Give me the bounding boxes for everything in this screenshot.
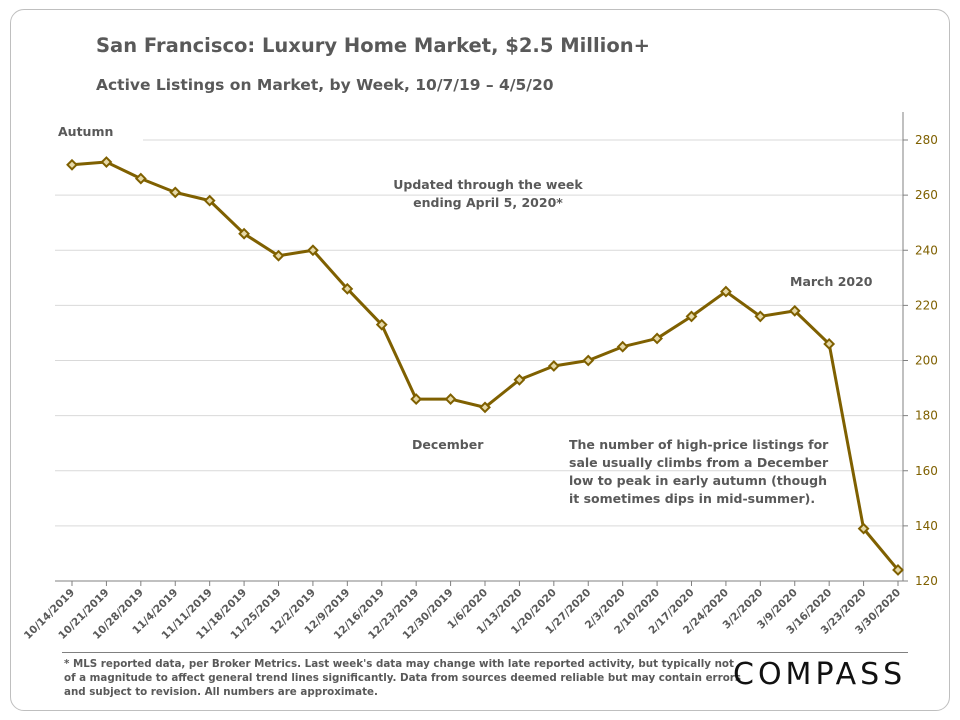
data-point <box>582 354 595 367</box>
y-tick-label: 280 <box>915 133 938 147</box>
data-point <box>341 282 354 295</box>
y-tick-label: 260 <box>915 188 938 202</box>
annotation-note: low to peak in early autumn (though <box>569 473 827 488</box>
annotation-note: sale usually climbs from a December <box>569 455 829 470</box>
data-point <box>720 285 732 298</box>
annotation-note: The number of high-price listings for <box>569 437 829 452</box>
data-point <box>616 340 629 353</box>
y-tick-label: 200 <box>915 354 938 368</box>
data-point <box>66 158 78 171</box>
data-point <box>307 244 319 257</box>
data-point <box>479 401 491 414</box>
y-tick-label: 120 <box>915 574 938 588</box>
data-point <box>788 304 801 317</box>
annotation-autumn: Autumn <box>58 124 113 139</box>
data-point <box>685 310 698 323</box>
data-point <box>651 332 663 345</box>
y-tick-label: 240 <box>915 243 938 257</box>
y-tick-label: 220 <box>915 298 938 312</box>
data-point <box>134 172 147 185</box>
y-tick-label: 180 <box>915 409 938 423</box>
slide-frame <box>10 9 950 711</box>
annotation-updated: ending April 5, 2020* <box>413 195 563 210</box>
annotation-march: March 2020 <box>790 274 873 289</box>
y-tick-label: 160 <box>915 464 938 478</box>
data-point <box>100 156 113 168</box>
data-point <box>410 393 423 406</box>
data-point <box>203 194 216 207</box>
data-point <box>238 227 250 240</box>
data-line <box>71 160 900 571</box>
compass-logo: COMPASS <box>733 657 907 692</box>
annotation-updated: Updated through the week <box>393 177 583 192</box>
data-point <box>754 310 767 323</box>
data-point <box>169 186 182 199</box>
data-point <box>892 564 904 576</box>
chart-subtitle: Active Listings on Market, by Week, 10/7… <box>96 76 554 94</box>
data-point <box>547 360 560 372</box>
annotation-december: December <box>412 437 484 452</box>
y-tick-label: 140 <box>915 519 938 533</box>
annotation-note: it sometimes dips in mid-summer). <box>569 491 815 506</box>
data-point <box>857 522 870 535</box>
data-point <box>375 318 388 331</box>
chart-title: San Francisco: Luxury Home Market, $2.5 … <box>96 34 650 57</box>
data-point <box>513 373 526 386</box>
data-point <box>444 393 457 406</box>
data-point <box>272 249 285 262</box>
data-point <box>823 338 836 350</box>
footer-divider <box>62 652 908 653</box>
footnote: * MLS reported data, per Broker Metrics.… <box>64 658 741 698</box>
